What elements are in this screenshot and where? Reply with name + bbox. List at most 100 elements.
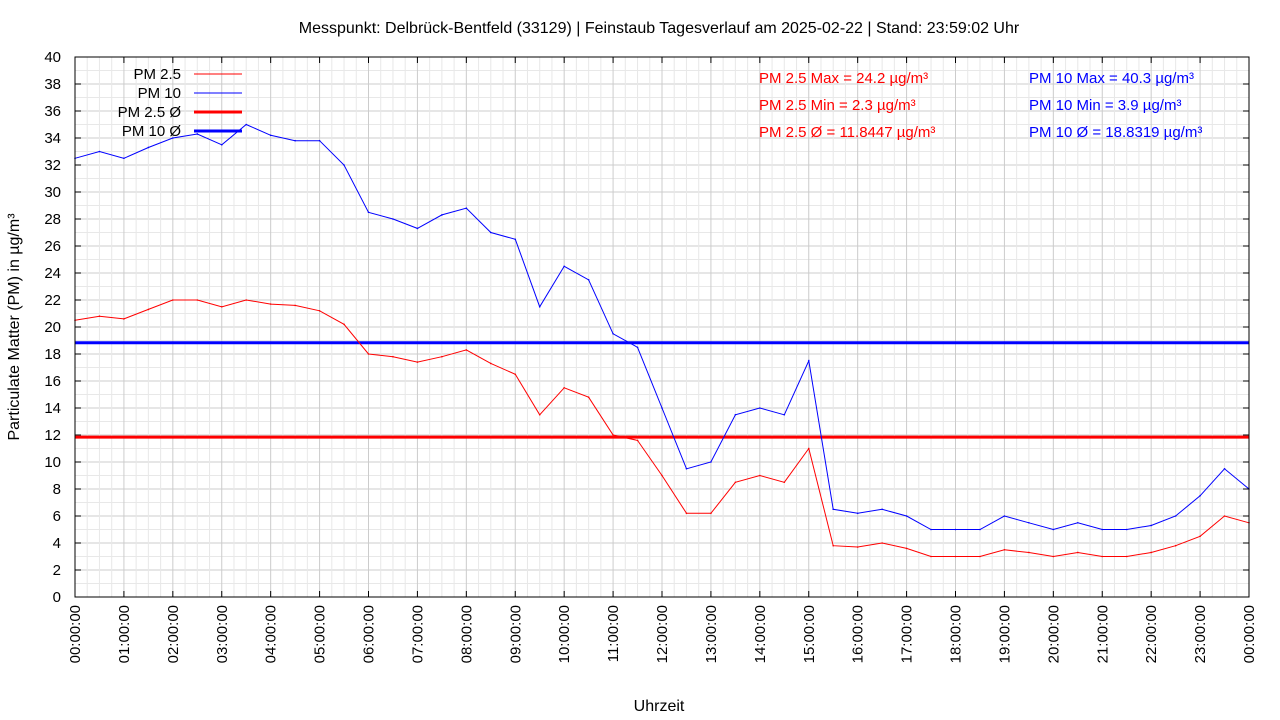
ticks: 024681012141618202224262830323436384000:…	[44, 49, 1258, 663]
stat-label: PM 10 Ø = 18.8319 µg/m³	[1029, 124, 1202, 141]
data-point	[1150, 551, 1152, 554]
x-tick-label: 07:00:00	[409, 605, 426, 663]
x-tick-label: 18:00:00	[948, 605, 965, 663]
data-point	[856, 512, 859, 515]
x-tick-label: 15:00:00	[801, 605, 818, 663]
data-point	[441, 355, 443, 358]
data-point	[489, 231, 492, 234]
stat-label: PM 10 Min = 3.9 µg/m³	[1029, 97, 1181, 114]
y-tick-label: 4	[53, 535, 61, 552]
x-tick-label: 08:00:00	[458, 605, 475, 663]
x-tick-label: 11:00:00	[605, 605, 622, 662]
data-point	[245, 299, 248, 301]
legend-label: PM 10	[138, 85, 181, 102]
data-point	[979, 555, 981, 558]
x-tick-label: 00:00:00	[67, 605, 84, 663]
data-point	[514, 373, 517, 376]
y-tick-label: 14	[44, 400, 61, 417]
x-tick-label: 17:00:00	[899, 605, 916, 663]
data-point	[710, 512, 712, 515]
data-point	[465, 349, 468, 351]
data-point	[856, 546, 859, 548]
data-point	[416, 361, 419, 363]
y-tick-label: 22	[44, 292, 61, 309]
data-point	[661, 407, 663, 409]
data-point	[1199, 494, 1201, 497]
y-tick-label: 30	[44, 184, 61, 201]
y-tick-label: 2	[53, 562, 61, 579]
y-tick-label: 28	[44, 211, 61, 228]
stat-label: PM 2.5 Min = 2.3 µg/m³	[759, 97, 916, 114]
data-point	[1052, 555, 1055, 558]
y-tick-label: 12	[44, 427, 61, 444]
data-point	[220, 143, 223, 146]
legend: PM 2.5 PM 10 PM 2.5 Ø PM 10 Ø	[118, 66, 242, 140]
data-point	[612, 332, 614, 335]
data-point	[123, 318, 125, 320]
x-tick-label: 10:00:00	[556, 605, 573, 663]
data-point	[563, 386, 565, 389]
data-point	[269, 134, 272, 137]
legend-label: PM 2.5 Ø	[118, 104, 182, 121]
data-point	[343, 164, 345, 166]
data-point	[1125, 555, 1128, 558]
data-point	[1223, 467, 1226, 470]
data-point	[685, 467, 688, 470]
data-point	[392, 355, 394, 358]
y-tick-label: 20	[44, 319, 61, 336]
data-point	[759, 474, 761, 477]
data-point	[930, 555, 932, 558]
y-tick-label: 34	[44, 130, 61, 147]
data-point	[783, 481, 786, 484]
x-tick-label: 02:00:00	[165, 605, 182, 663]
data-point	[1052, 528, 1055, 531]
data-point	[1101, 555, 1104, 558]
data-point	[954, 528, 957, 531]
data-point	[734, 481, 737, 484]
data-point	[196, 133, 199, 135]
data-point	[636, 439, 639, 442]
data-point	[98, 315, 101, 318]
data-point	[1076, 521, 1079, 524]
x-tick-label: 00:00:00	[1241, 605, 1258, 663]
data-point	[172, 299, 174, 301]
data-point	[318, 310, 321, 312]
data-point	[905, 515, 908, 517]
data-point	[416, 227, 419, 230]
data-point	[538, 305, 541, 308]
stat-label: PM 2.5 Ø = 11.8447 µg/m³	[759, 124, 935, 141]
stats-annotations: PM 2.5 Max = 24.2 µg/m³ PM 2.5 Min = 2.3 …	[759, 70, 1202, 141]
data-point	[1003, 515, 1006, 517]
x-tick-label: 01:00:00	[116, 605, 133, 663]
data-point	[294, 139, 296, 142]
x-tick-label: 21:00:00	[1094, 605, 1111, 663]
data-point	[636, 346, 639, 349]
x-tick-label: 16:00:00	[850, 605, 867, 663]
x-tick-label: 04:00:00	[263, 605, 280, 663]
x-axis-label: Uhrzeit	[634, 698, 685, 715]
data-point	[1101, 528, 1104, 531]
data-point	[489, 362, 492, 365]
average-lines	[75, 341, 1249, 439]
data-point	[1174, 544, 1177, 547]
data-point	[1223, 515, 1226, 517]
legend-label: PM 2.5	[133, 66, 181, 83]
data-point	[294, 304, 296, 307]
data-point	[147, 308, 150, 311]
data-point	[147, 146, 150, 149]
data-point	[1028, 551, 1030, 554]
x-tick-label: 19:00:00	[996, 605, 1013, 663]
y-tick-label: 36	[44, 103, 61, 120]
data-point	[367, 211, 370, 214]
data-point	[881, 542, 883, 544]
data-point	[172, 137, 174, 139]
data-point	[783, 413, 786, 416]
data-point	[1125, 528, 1128, 531]
x-tick-label: 13:00:00	[703, 605, 720, 663]
x-tick-label: 03:00:00	[214, 605, 231, 663]
x-tick-label: 05:00:00	[312, 605, 329, 663]
y-tick-label: 0	[53, 589, 61, 606]
y-tick-label: 18	[44, 346, 61, 363]
y-tick-label: 26	[44, 238, 61, 255]
data-point	[514, 238, 517, 241]
